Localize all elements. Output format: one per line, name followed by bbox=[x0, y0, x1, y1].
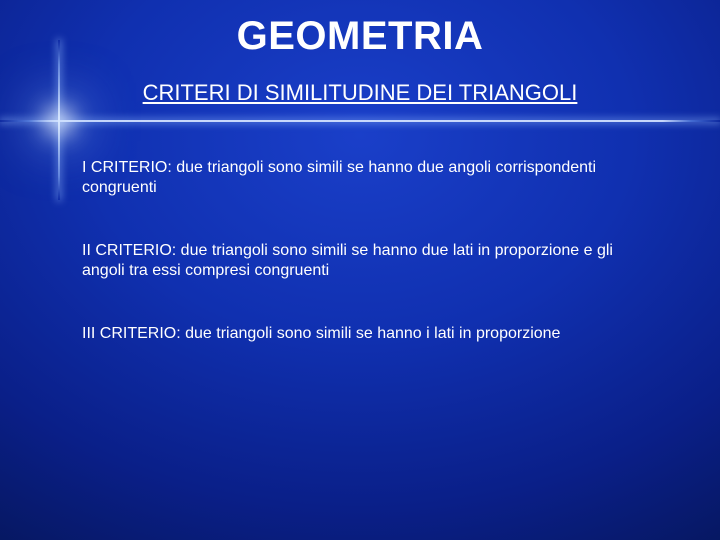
criterion-1-lead: I CRITERIO: bbox=[82, 159, 172, 176]
slide: GEOMETRIA CRITERI DI SIMILITUDINE DEI TR… bbox=[0, 0, 720, 540]
criterion-1: I CRITERIO: due triangoli sono simili se… bbox=[82, 158, 660, 199]
criterion-3-text: due triangoli sono simili se hanno i lat… bbox=[181, 325, 561, 342]
criterion-2: II CRITERIO: due triangoli sono simili s… bbox=[82, 241, 660, 282]
slide-subtitle: CRITERI DI SIMILITUDINE DEI TRIANGOLI bbox=[0, 80, 720, 106]
criterion-2-lead: II CRITERIO: bbox=[82, 242, 176, 259]
flare-vertical bbox=[58, 40, 60, 200]
flare-horizontal bbox=[0, 120, 720, 122]
slide-title: GEOMETRIA bbox=[0, 14, 720, 59]
slide-body: I CRITERIO: due triangoli sono simili se… bbox=[82, 158, 660, 386]
criterion-3-lead: III CRITERIO: bbox=[82, 325, 181, 342]
criterion-3: III CRITERIO: due triangoli sono simili … bbox=[82, 324, 660, 344]
